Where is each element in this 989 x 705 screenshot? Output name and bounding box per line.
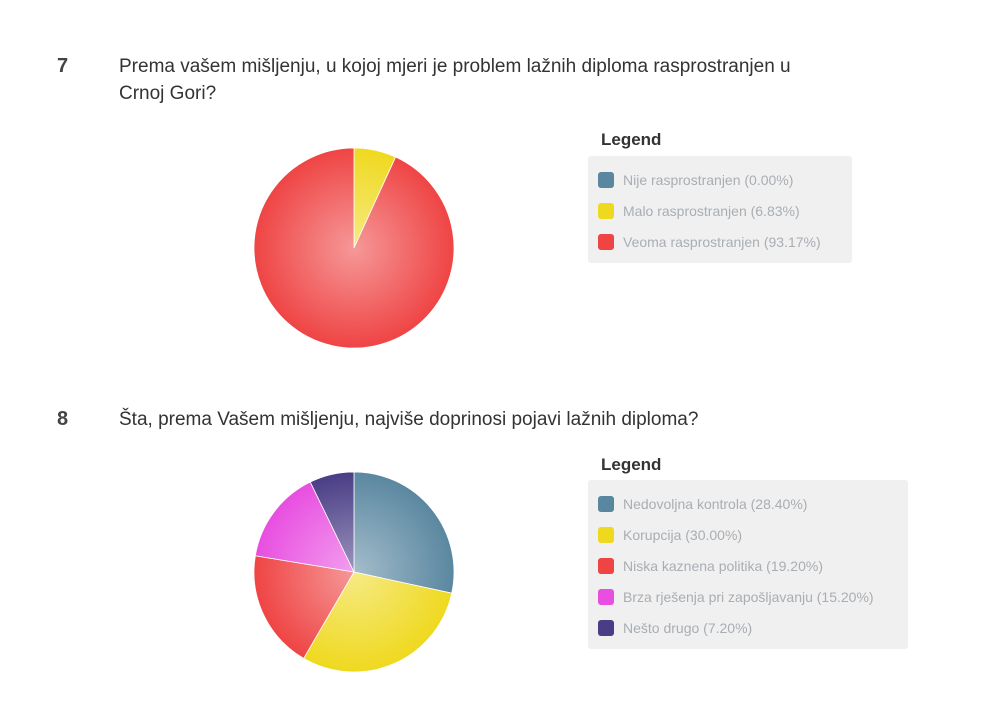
pie-slice-korupcija: [303, 571, 453, 673]
legend-q8: Nedovoljna kontrola (28.40%) Korupcija (3…: [588, 480, 908, 649]
legend-swatch: [598, 557, 614, 574]
legend-swatch: [598, 202, 614, 219]
legend-q7: Nije rasprostranjen (0.00%) Malo rasprost…: [588, 156, 852, 263]
legend-label: Brza rješenja pri zapošljavanju (15.20%): [623, 588, 874, 605]
legend-title: Legend: [601, 130, 662, 149]
legend-swatch: [598, 495, 614, 512]
legend-swatch: [598, 619, 614, 636]
legend-swatch: [598, 171, 614, 188]
legend-label: Korupcija (30.00%): [623, 526, 743, 543]
legend-swatch: [598, 526, 614, 543]
pie-chart-q8: [253, 471, 455, 673]
legend-item-malo-rasprostranjen: Malo rasprostranjen (6.83%): [598, 195, 842, 226]
legend-item-nije-rasprostranjen: Nije rasprostranjen (0.00%): [598, 164, 842, 195]
pie-slice-nedovoljna-kontrola: [353, 471, 455, 594]
legend-item-nedovoljna-kontrola: Nedovoljna kontrola (28.40%): [598, 488, 898, 519]
question-number: 8: [57, 408, 69, 430]
legend-label: Nedovoljna kontrola (28.40%): [623, 495, 808, 512]
legend-item-nesto-drugo: Nešto drugo (7.20%): [598, 612, 898, 643]
pie-chart-q7: [253, 147, 455, 349]
pie-slice-brza-rjesenja-pri-zaposljavanju: [254, 481, 355, 573]
pie-slice-niska-kaznena-politika: [253, 555, 355, 659]
pie-slice-veoma-rasprostranjen: [253, 147, 455, 349]
legend-label: Niska kaznena politika (19.20%): [623, 557, 823, 574]
legend-label: Nije rasprostranjen (0.00%): [623, 171, 794, 188]
legend-swatch: [598, 588, 614, 605]
legend-item-niska-kaznena-politika: Niska kaznena politika (19.20%): [598, 550, 898, 581]
question-text: Prema vašem mišljenju, u kojoj mjeri je …: [119, 56, 791, 104]
pie-slice-nesto-drugo: [309, 471, 355, 573]
legend-label: Veoma rasprostranjen (93.17%): [623, 233, 821, 250]
legend-label: Nešto drugo (7.20%): [623, 619, 753, 636]
legend-item-brza-rjesenja-pri-zaposljavanju: Brza rješenja pri zapošljavanju (15.20%): [598, 581, 898, 612]
legend-swatch: [598, 233, 614, 250]
legend-item-veoma-rasprostranjen: Veoma rasprostranjen (93.17%): [598, 226, 842, 257]
legend-item-korupcija: Korupcija (30.00%): [598, 519, 898, 550]
legend-label: Malo rasprostranjen (6.83%): [623, 202, 800, 219]
question-text: Šta, prema Vašem mišljenju, najviše dopr…: [119, 409, 699, 430]
legend-title: Legend: [601, 455, 662, 474]
question-number: 7: [57, 55, 69, 77]
